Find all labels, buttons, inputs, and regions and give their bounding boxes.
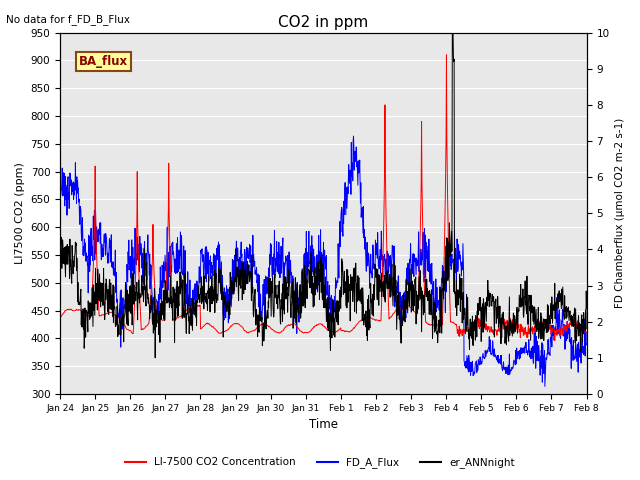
Legend: LI-7500 CO2 Concentration, FD_A_Flux, er_ANNnight: LI-7500 CO2 Concentration, FD_A_Flux, er… bbox=[121, 453, 519, 472]
Text: No data for f_FD_B_Flux: No data for f_FD_B_Flux bbox=[6, 14, 131, 25]
Y-axis label: LI7500 CO2 (ppm): LI7500 CO2 (ppm) bbox=[15, 162, 25, 264]
Text: BA_flux: BA_flux bbox=[79, 55, 127, 68]
Title: CO2 in ppm: CO2 in ppm bbox=[278, 15, 369, 30]
Y-axis label: FD Chamberflux (µmol CO2 m-2 s-1): FD Chamberflux (µmol CO2 m-2 s-1) bbox=[615, 118, 625, 309]
X-axis label: Time: Time bbox=[309, 419, 338, 432]
